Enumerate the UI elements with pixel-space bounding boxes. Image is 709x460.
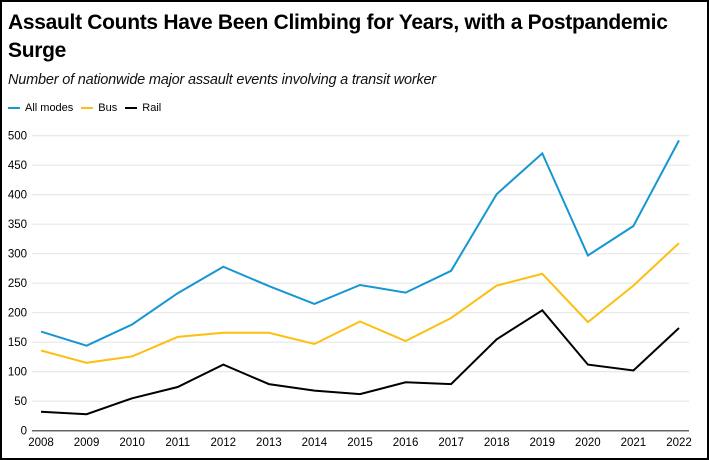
series-line-bus [40, 242, 680, 364]
legend-item-rail: Rail [125, 102, 161, 114]
chart-title: Assault Counts Have Been Climbing for Ye… [8, 11, 668, 62]
legend-label-all-modes: All modes [25, 102, 74, 114]
x-tick-label: 2015 [347, 437, 373, 449]
y-axis-ticks: 0 50 100 150 200 250 300 350 400 450 500 [8, 131, 27, 438]
x-tick-label: 2018 [484, 437, 510, 449]
x-tick-label: 2010 [119, 437, 145, 449]
y-tick-label: 300 [8, 249, 27, 261]
gridlines [32, 135, 689, 402]
x-tick-label: 2022 [666, 437, 692, 449]
y-tick-label: 200 [8, 308, 27, 320]
legend-item-bus: Bus [81, 102, 117, 114]
y-tick-label: 400 [8, 190, 27, 202]
x-tick-label: 2008 [28, 437, 54, 449]
x-tick-label: 2011 [165, 437, 190, 449]
x-tick-label: 2019 [529, 437, 555, 449]
y-tick-label: 150 [8, 337, 27, 349]
series-line-all-modes [40, 139, 680, 347]
y-tick-label: 450 [8, 160, 27, 172]
legend: All modes Bus Rail [8, 102, 169, 114]
series-line-rail [40, 308, 680, 416]
chart-subtitle: Number of nationwide major assault event… [8, 72, 437, 88]
y-tick-label: 500 [8, 131, 27, 143]
y-tick-label: 0 [21, 426, 27, 438]
legend-item-all-modes: All modes [8, 102, 73, 114]
x-tick-label: 2016 [393, 437, 419, 449]
legend-swatch-all-modes [8, 107, 20, 109]
x-tick-label: 2017 [438, 437, 464, 449]
x-tick-label: 2009 [74, 437, 100, 449]
y-tick-label: 250 [8, 278, 27, 290]
x-tick-label: 2021 [621, 437, 647, 449]
x-tick-label: 2014 [302, 437, 328, 449]
x-tick-label: 2013 [256, 437, 282, 449]
y-tick-label: 100 [8, 367, 27, 379]
legend-label-rail: Rail [142, 102, 162, 114]
series-lines [40, 139, 680, 416]
y-tick-label: 350 [8, 219, 27, 231]
legend-swatch-bus [81, 107, 94, 109]
legend-label-bus: Bus [98, 102, 118, 114]
x-tick-label: 2012 [210, 437, 236, 449]
legend-swatch-rail [125, 107, 138, 109]
y-tick-label: 50 [14, 396, 27, 408]
x-axis: 2008 2009 2010 2011 2012 2013 2014 2015 2016 2017… [28, 429, 692, 449]
x-tick-label: 2020 [575, 437, 601, 449]
